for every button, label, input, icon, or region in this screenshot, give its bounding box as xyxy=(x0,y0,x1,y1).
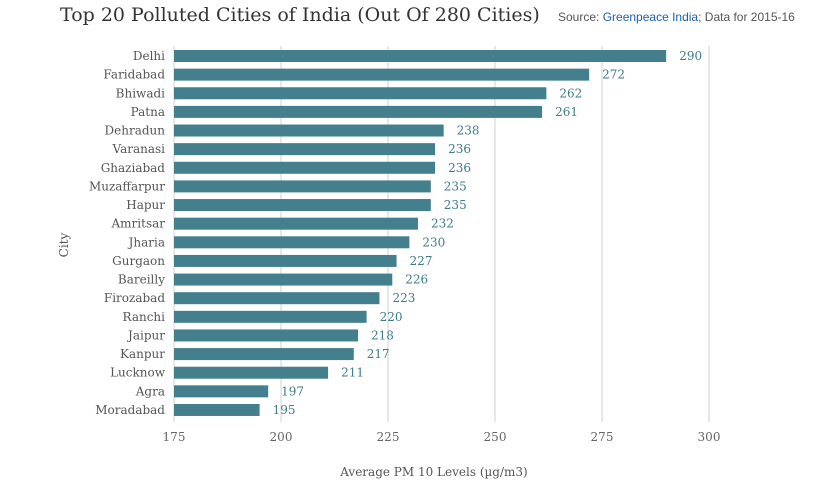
bar[interactable] xyxy=(174,366,329,379)
data-label: 290 xyxy=(679,49,702,63)
category-label: Bhiwadi xyxy=(116,86,165,100)
data-label: 235 xyxy=(444,179,467,193)
category-label: Dehradun xyxy=(105,124,166,138)
bar[interactable] xyxy=(174,87,547,100)
data-label: 236 xyxy=(448,142,471,156)
bar[interactable] xyxy=(174,236,410,249)
bar[interactable] xyxy=(174,161,436,174)
data-label: 220 xyxy=(380,310,403,324)
data-label: 217 xyxy=(367,347,390,361)
data-label: 238 xyxy=(457,124,480,138)
data-label: 227 xyxy=(410,254,433,268)
category-label: Lucknow xyxy=(110,366,166,380)
grid-lines xyxy=(173,46,710,422)
x-tick-label: 300 xyxy=(698,430,721,444)
data-label: 235 xyxy=(444,198,467,212)
bar[interactable] xyxy=(174,329,359,342)
category-label: Kanpur xyxy=(120,347,165,361)
bar[interactable] xyxy=(174,143,436,156)
bar[interactable] xyxy=(174,292,380,305)
bar[interactable] xyxy=(174,310,367,323)
bar[interactable] xyxy=(174,180,431,193)
data-label: 223 xyxy=(392,291,415,305)
x-tick-label: 200 xyxy=(270,430,293,444)
bar[interactable] xyxy=(174,105,543,118)
data-label: 197 xyxy=(281,384,304,398)
category-label: Hapur xyxy=(126,198,165,212)
bar[interactable] xyxy=(174,273,393,286)
data-label: 262 xyxy=(559,86,582,100)
category-label: Moradabad xyxy=(95,403,165,417)
bar[interactable] xyxy=(174,254,397,267)
y-axis-title: City xyxy=(57,232,71,257)
x-tick-label: 275 xyxy=(591,430,614,444)
x-axis-title: Average PM 10 Levels (µg/m3) xyxy=(339,465,527,479)
category-label: Ghaziabad xyxy=(101,161,166,175)
data-label: 218 xyxy=(371,328,394,342)
data-label: 195 xyxy=(273,403,296,417)
source-prefix: Source: xyxy=(558,10,603,24)
category-label: Jharia xyxy=(127,235,165,249)
source-suffix: ; Data for 2015-16 xyxy=(698,10,795,24)
bar[interactable] xyxy=(174,217,418,230)
bar[interactable] xyxy=(174,348,354,361)
category-label: Amritsar xyxy=(111,217,166,231)
bar[interactable] xyxy=(174,50,667,62)
data-label: 261 xyxy=(555,105,578,119)
source-note: Source: Greenpeace India; Data for 2015-… xyxy=(558,10,795,24)
bar[interactable] xyxy=(174,199,431,212)
data-label: 236 xyxy=(448,161,471,175)
labels: 175 200 225 250 275 300 Delhi 290 Faridabad 272 Bh… xyxy=(89,49,721,444)
category-label: Muzaffarpur xyxy=(89,179,165,193)
data-label: 226 xyxy=(405,273,428,287)
bars xyxy=(174,50,667,416)
bar[interactable] xyxy=(174,68,590,81)
category-label: Ranchi xyxy=(123,310,166,324)
x-tick-label: 225 xyxy=(377,430,400,444)
category-label: Firozabad xyxy=(104,291,165,305)
source-link[interactable]: Greenpeace India xyxy=(602,10,699,24)
category-label: Faridabad xyxy=(103,68,165,82)
data-label: 230 xyxy=(422,235,445,249)
data-label: 211 xyxy=(341,366,364,380)
bar[interactable] xyxy=(174,385,269,398)
category-label: Delhi xyxy=(133,49,165,63)
category-label: Gurgaon xyxy=(112,254,165,268)
x-tick-label: 250 xyxy=(484,430,507,444)
bar[interactable] xyxy=(174,124,444,137)
category-label: Varanasi xyxy=(112,142,166,156)
chart-title: Top 20 Polluted Cities of India (Out Of … xyxy=(60,4,540,26)
data-label: 272 xyxy=(602,68,625,82)
x-tick-label: 175 xyxy=(163,430,186,444)
bar[interactable] xyxy=(174,403,260,416)
category-label: Patna xyxy=(131,105,165,119)
category-label: Bareilly xyxy=(118,273,165,287)
category-label: Agra xyxy=(135,384,165,398)
data-label: 232 xyxy=(431,217,454,231)
category-label: Jaipur xyxy=(126,328,165,342)
